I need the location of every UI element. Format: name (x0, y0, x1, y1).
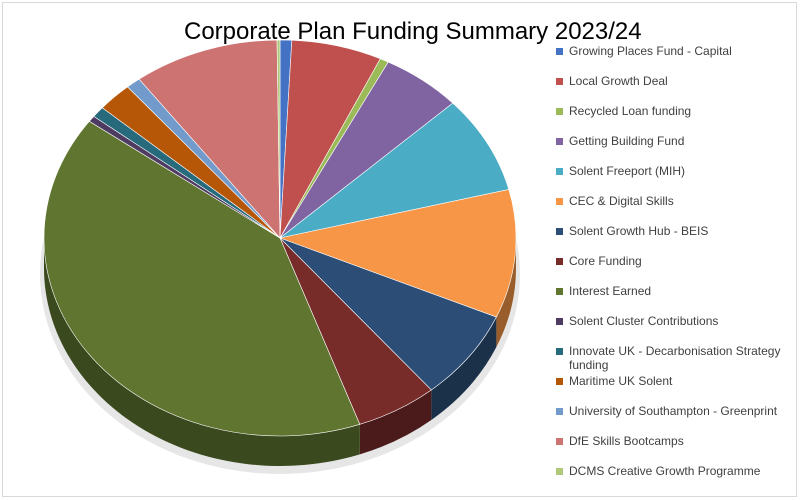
legend-label: DCMS Creative Growth Programme (569, 464, 761, 478)
legend-item: Core Funding (556, 254, 797, 268)
pie-slice-solent-growth-hub-beis[interactable] (279, 237, 497, 391)
legend-swatch (556, 258, 563, 265)
legend-label: CEC & Digital Skills (569, 194, 674, 208)
legend-swatch (556, 108, 563, 115)
legend-label: Solent Cluster Contributions (569, 314, 719, 328)
legend-label: Solent Growth Hub - BEIS (569, 224, 709, 238)
legend-swatch (556, 318, 563, 325)
pie-sides (44, 238, 516, 467)
legend-item: Recycled Loan funding (556, 104, 797, 118)
legend-item: Solent Freeport (MIH) (556, 164, 797, 178)
pie-slice-dfe-skills-bootcamps[interactable] (138, 39, 281, 239)
legend-item: Solent Growth Hub - BEIS (556, 224, 797, 238)
legend-swatch (556, 378, 563, 385)
legend-swatch (556, 138, 563, 145)
legend-label: Local Growth Deal (569, 74, 668, 88)
legend-swatch (556, 438, 563, 445)
pie-side-5 (496, 238, 516, 348)
legend-item: University of Southampton - Greenprint (556, 404, 797, 418)
legend-item: Interest Earned (556, 284, 797, 298)
legend-swatch (556, 198, 563, 205)
legend-swatch (556, 288, 563, 295)
pie-slice-solent-freeport-mih[interactable] (279, 102, 510, 239)
legend-item: Innovate UK - Decarbonisation Strategy f… (556, 344, 797, 372)
legend-item: Maritime UK Solent (556, 374, 797, 388)
legend-label: Solent Freeport (MIH) (569, 164, 686, 178)
legend-item: Solent Cluster Contributions (556, 314, 797, 328)
legend-swatch (556, 348, 563, 355)
legend-label: Core Funding (569, 254, 642, 268)
legend-swatch (556, 168, 563, 175)
legend-swatch (556, 408, 563, 415)
pie-slice-interest-earned[interactable] (43, 120, 361, 437)
legend-swatch (556, 78, 563, 85)
pie-slice-cec-digital-skills[interactable] (278, 189, 517, 318)
pie-side-8 (44, 238, 360, 467)
legend-swatch (556, 468, 563, 475)
legend-label: Innovate UK - Decarbonisation Strategy f… (569, 344, 781, 372)
legend-label: Interest Earned (569, 284, 652, 298)
legend-item: Getting Building Fund (556, 134, 797, 148)
legend-item: Growing Places Fund - Capital (556, 44, 797, 58)
legend-label: Recycled Loan funding (569, 104, 692, 118)
legend-label: Getting Building Fund (569, 134, 685, 148)
pie-side-7 (359, 389, 432, 455)
legend-item: CEC & Digital Skills (556, 194, 797, 208)
pie-slice-dcms-creative-growth-programme[interactable] (276, 39, 281, 239)
legend-swatch (556, 48, 563, 55)
legend-item: Local Growth Deal (556, 74, 797, 88)
legend-label: DfE Skills Bootcamps (569, 434, 684, 448)
legend-item: DCMS Creative Growth Programme (556, 464, 797, 478)
legend-label: Maritime UK Solent (569, 374, 673, 388)
pie-side-6 (431, 317, 497, 420)
legend-label: Growing Places Fund - Capital (569, 44, 732, 58)
legend-item: DfE Skills Bootcamps (556, 434, 797, 448)
legend-swatch (556, 228, 563, 235)
legend-label: University of Southampton - Greenprint (569, 404, 778, 418)
pie-slices (43, 39, 517, 437)
